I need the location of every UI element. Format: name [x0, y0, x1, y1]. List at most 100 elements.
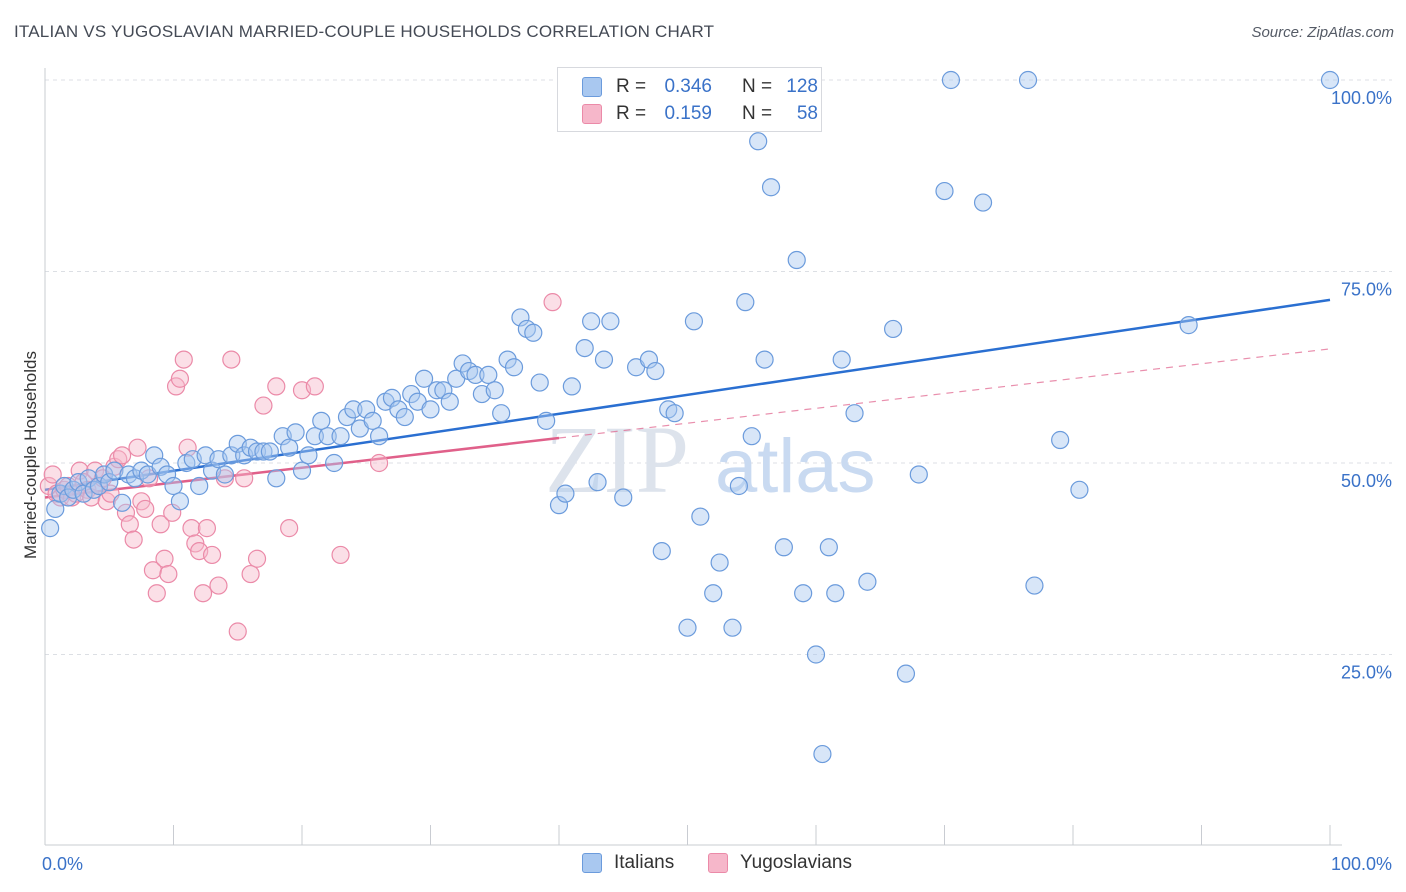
italians-point [434, 381, 453, 400]
legend-n-value: 128 [786, 76, 818, 97]
italians-point [395, 407, 414, 427]
italians-point [549, 496, 569, 515]
italians-point [755, 350, 774, 369]
yugoslavians-point [370, 453, 389, 473]
italians-point [157, 465, 177, 484]
legend-r-label: R = [616, 76, 647, 97]
italians-point [267, 469, 286, 488]
italians-point [363, 411, 382, 430]
italians-point [723, 618, 742, 637]
italians-point [504, 358, 524, 377]
x-tick-label: 100.0% [1331, 854, 1392, 874]
tick-labels: 25.0% 50.0% 75.0% 100.0% 0.0% 100.0% [42, 88, 1392, 874]
grid [45, 79, 1392, 655]
italians-point [530, 373, 549, 392]
italians-point [305, 427, 324, 446]
y-tick-label: 75.0% [1341, 280, 1392, 300]
yugoslavians-point [112, 446, 132, 465]
italians-point [145, 446, 164, 465]
yugoslavians-point [174, 350, 193, 369]
italians-point [973, 193, 993, 212]
italians-point [909, 465, 928, 484]
italians-point [440, 392, 459, 411]
italians-point [588, 473, 607, 492]
italians-point [1179, 316, 1198, 335]
legend-row-yugoslavians: R = 0.159 N = 58 [582, 102, 818, 126]
italians-point [883, 319, 903, 339]
italians-point [466, 365, 485, 385]
italians-point [344, 400, 363, 419]
italians-point [832, 350, 851, 369]
italians-point [826, 584, 845, 603]
italians-point [819, 538, 838, 557]
italians-point [357, 400, 376, 419]
italians-point [325, 453, 344, 473]
italians-point [806, 645, 826, 664]
yugoslavians-swatch [582, 104, 602, 124]
italians-point [678, 618, 697, 637]
italians-point [100, 473, 119, 492]
yugoslavians-point [155, 549, 174, 568]
yugoslavians-point [241, 564, 260, 584]
axes [44, 68, 1342, 846]
yugoslavians-point [209, 576, 228, 595]
x-tick-label: 0.0% [42, 854, 83, 874]
italians-point [736, 293, 755, 312]
italians-point [41, 519, 60, 538]
y-axis-label: Married-couple Households [21, 351, 40, 559]
bottom-legend: Italians Yugoslavians [0, 852, 1406, 878]
italians-point [215, 465, 234, 484]
italians-point [112, 493, 132, 512]
legend-n-value: 58 [796, 103, 818, 124]
italians-point [414, 369, 434, 388]
yugoslavians-point [197, 519, 217, 538]
legend-n-label: N = [742, 76, 773, 97]
italians-point [511, 308, 530, 327]
yugoslavians-point [120, 515, 139, 534]
yugoslavians-point [228, 622, 247, 641]
italians-point [691, 507, 710, 526]
yugoslavians-point [159, 564, 178, 584]
bottom-legend-italians[interactable]: Italians [582, 852, 674, 874]
yugoslavians-point [254, 396, 273, 415]
italians-point [89, 476, 109, 496]
italians-point [787, 250, 806, 270]
italians-point [105, 461, 124, 480]
italians-point [170, 492, 190, 511]
italians-point [761, 178, 781, 197]
italians-point [485, 381, 504, 400]
yugoslavians-point [124, 530, 143, 549]
bottom-legend-yugoslavians[interactable]: Yugoslavians [708, 852, 852, 874]
legend-n-label: N = [742, 103, 773, 124]
italians-point [286, 423, 305, 442]
yugoslavians-legend-swatch [708, 853, 728, 873]
italians-point [524, 323, 543, 342]
watermark-atlas: atlas [715, 424, 876, 509]
italians-point [427, 381, 447, 400]
yugoslavians-point [305, 377, 324, 396]
italians-point [896, 664, 916, 683]
italians-point [684, 312, 704, 331]
y-tick-label: 25.0% [1341, 663, 1392, 683]
chart-source: Source: ZipAtlas.com [1251, 24, 1394, 41]
italians-point [537, 411, 556, 430]
italians-point [312, 411, 331, 430]
yugoslavians-point [235, 469, 254, 488]
italians-legend-label: Italians [614, 852, 675, 873]
yugoslavians-trend-line [44, 436, 560, 499]
italians-point [794, 584, 813, 603]
italians-point [1025, 576, 1044, 595]
italians-point [594, 350, 614, 369]
italians-point [318, 427, 337, 446]
trend-lines [44, 298, 1331, 499]
italians-point [164, 476, 183, 496]
italians-point [652, 541, 671, 561]
italians-point [639, 350, 659, 369]
italians-point [370, 427, 389, 446]
italians-point [382, 388, 402, 407]
italians-point [614, 488, 633, 507]
italians-point [556, 484, 575, 503]
watermark-zip: ZIP [545, 406, 689, 513]
italians-point [222, 446, 241, 465]
